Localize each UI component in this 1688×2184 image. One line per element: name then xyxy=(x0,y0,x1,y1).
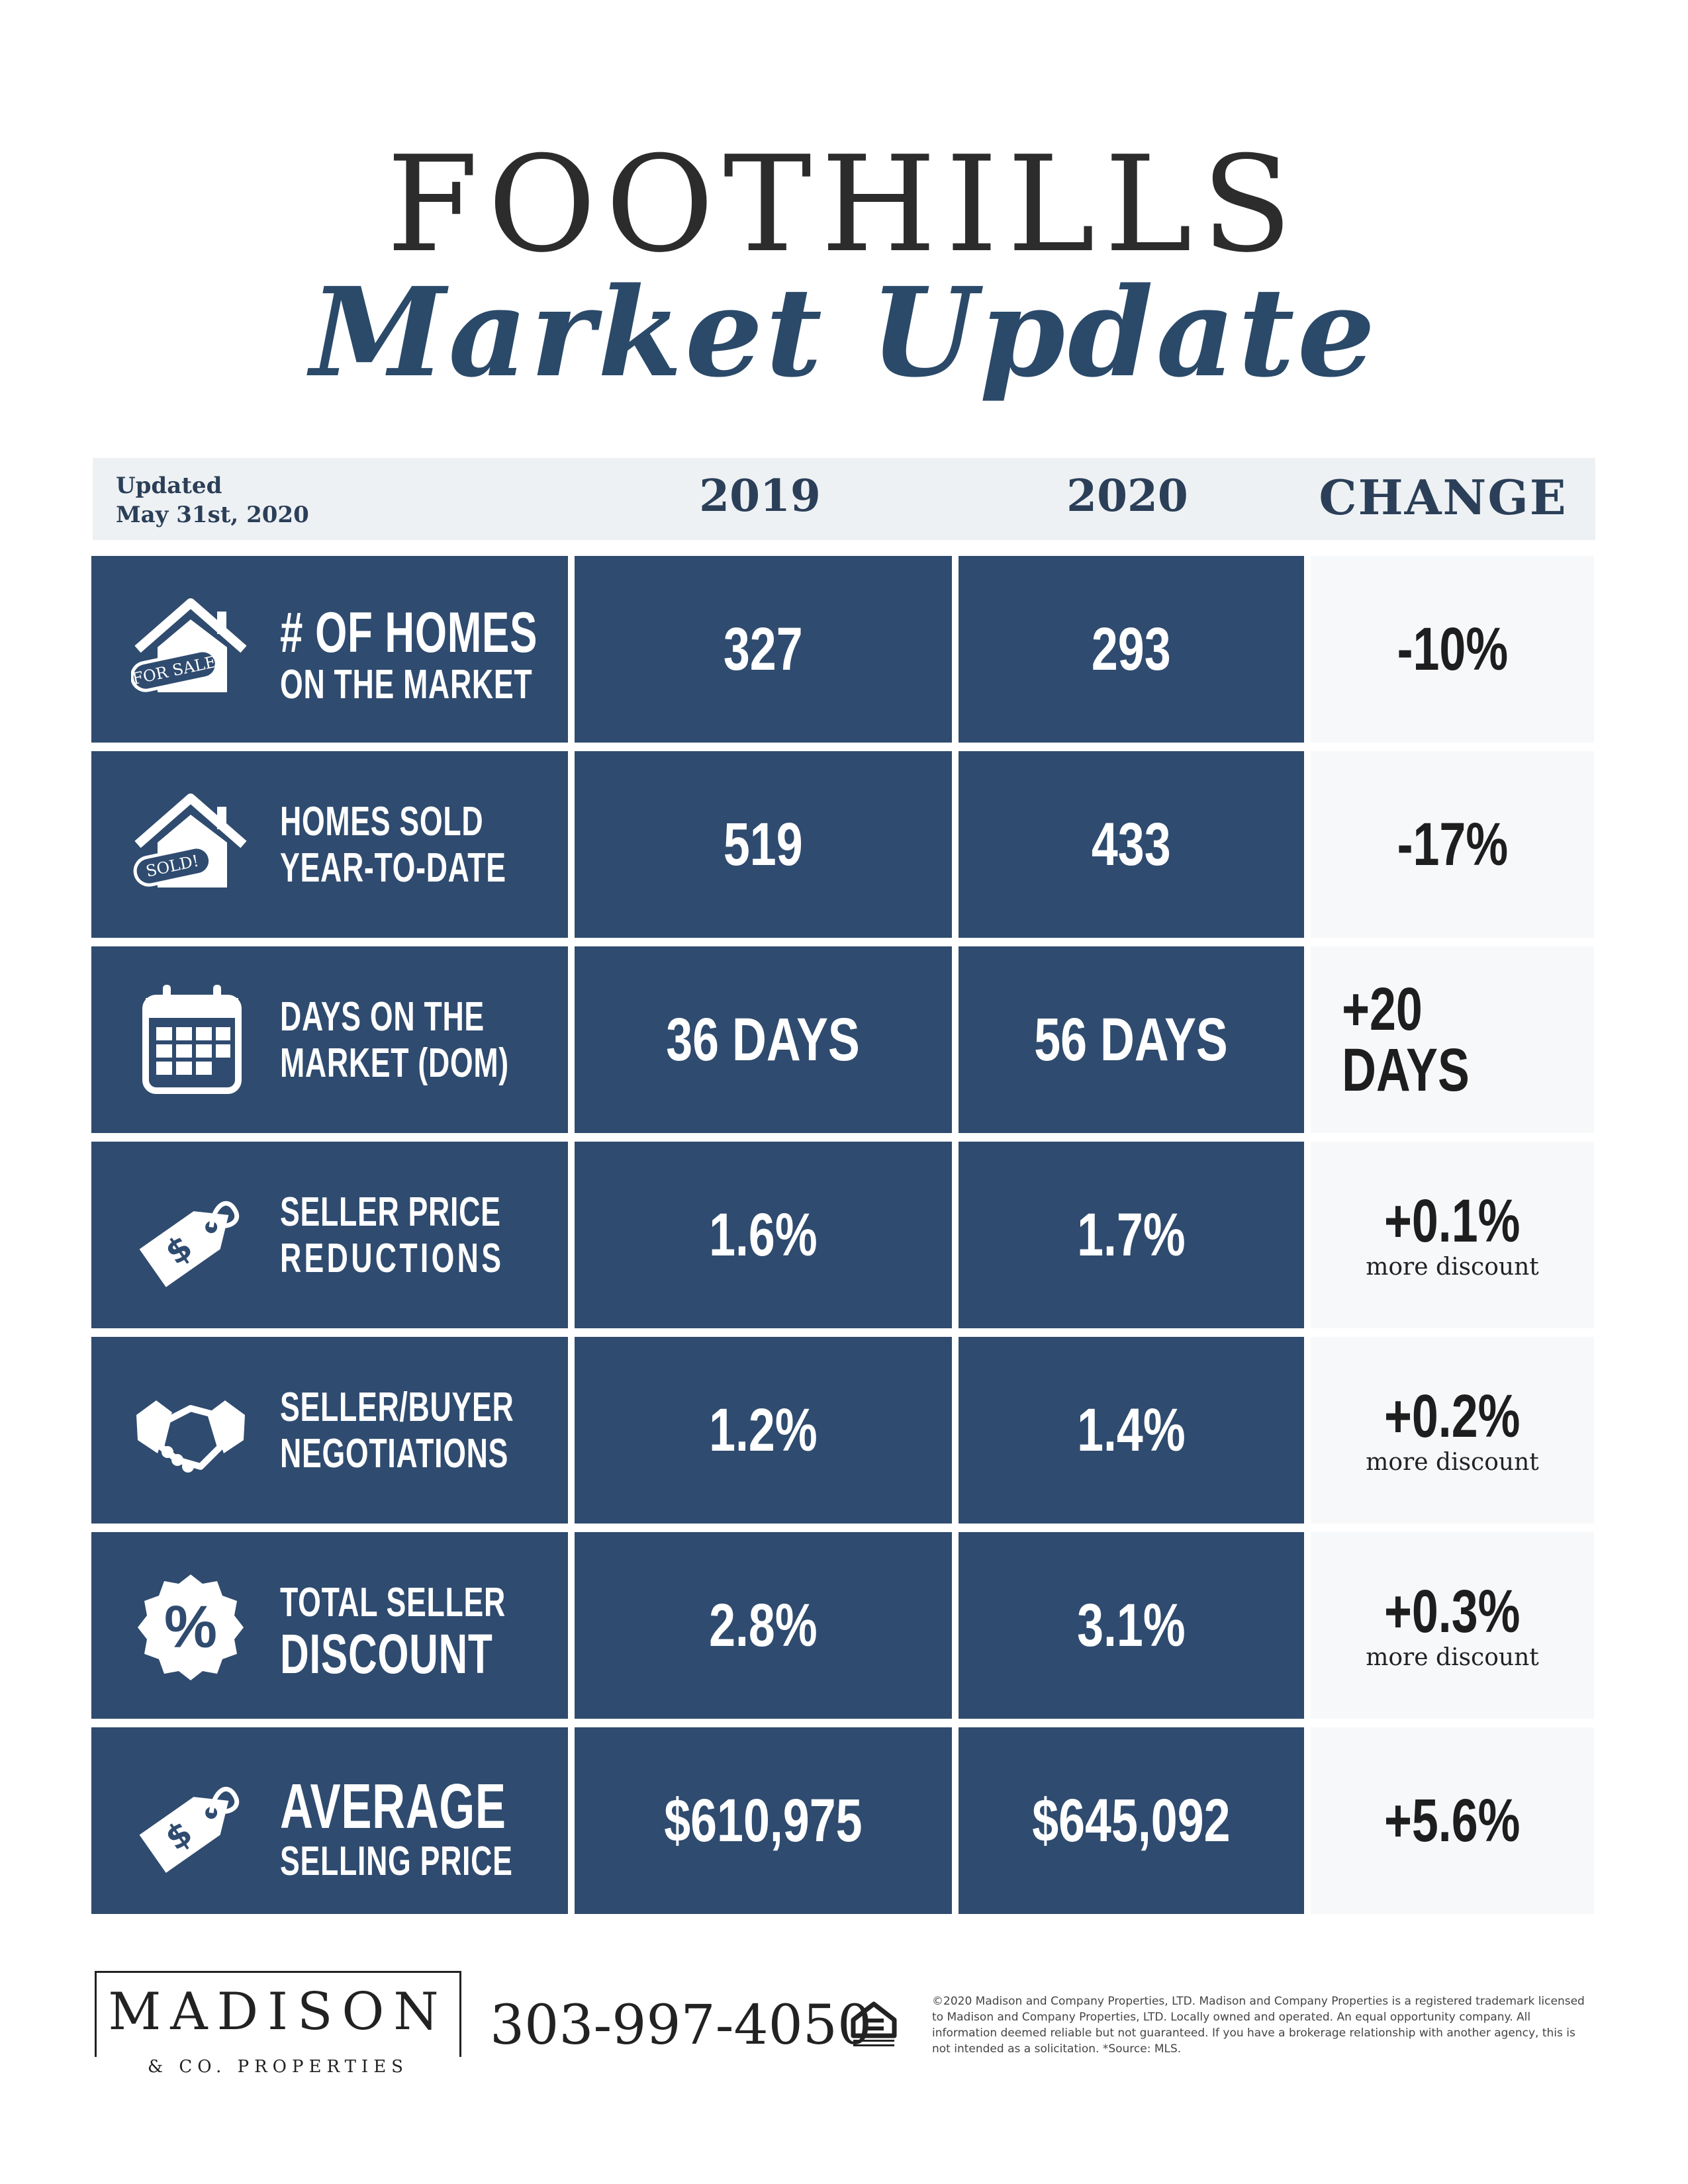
title-foothills: FOOTHILLS xyxy=(386,128,1302,282)
house-sold-icon: SOLD! xyxy=(133,794,247,887)
value-2020: $645,092 xyxy=(959,1727,1304,1914)
phone-number: 303-997-4050 xyxy=(490,1994,872,2057)
equal-housing-opportunity-icon xyxy=(851,2001,897,2046)
value-2019: 327 xyxy=(575,556,952,743)
row-label: DAYS ON THE MARKET (DOM) xyxy=(280,994,509,1086)
value-2019: 519 xyxy=(575,751,952,938)
title-market-update: Market Update xyxy=(310,260,1378,404)
disclaimer-text: ©2020 Madison and Company Properties, LT… xyxy=(932,1995,1585,2056)
table-header xyxy=(93,458,1595,540)
row-label-cell: SELLER/BUYER NEGOTIATIONS xyxy=(91,1337,568,1524)
value-change: +20 DAYS xyxy=(1311,946,1594,1133)
row-label-cell: % TOTAL SELLER DISCOUNT xyxy=(91,1532,568,1719)
handshake-icon xyxy=(136,1400,245,1473)
row-label-cell: DAYS ON THE MARKET (DOM) xyxy=(91,946,568,1133)
value-change: +5.6% xyxy=(1311,1727,1594,1914)
updated-date: Updated May 31st, 2020 xyxy=(116,471,309,529)
row-label: SELLER/BUYER NEGOTIATIONS xyxy=(280,1385,514,1477)
table-row: DAYS ON THE MARKET (DOM) 36 DAYS 56 DAYS… xyxy=(91,946,1594,1133)
value-2020: 293 xyxy=(959,556,1304,743)
table-row: $ SELLER PRICE REDUCTIONS 1.6% 1.7% +0.1… xyxy=(91,1142,1594,1328)
column-header-2019: 2019 xyxy=(699,470,821,522)
value-change: +0.1% more discount xyxy=(1311,1142,1594,1328)
change-note: more discount xyxy=(1366,1644,1539,1671)
value-2019: 1.6% xyxy=(575,1142,952,1328)
value-2020: 3.1% xyxy=(959,1532,1304,1719)
row-label-cell: $ AVERAGE SELLING PRICE xyxy=(91,1727,568,1914)
value-change: +0.2% more discount xyxy=(1311,1337,1594,1524)
calendar-icon xyxy=(142,985,242,1094)
value-change: -10% xyxy=(1311,556,1594,743)
value-change: +0.3% more discount xyxy=(1311,1532,1594,1719)
price-tag-icon: $ xyxy=(139,1201,239,1287)
value-2020: 433 xyxy=(959,751,1304,938)
madison-logo: MADISON xyxy=(95,1971,461,2064)
value-2019: 36 DAYS xyxy=(575,946,952,1133)
house-for-sale-icon: FOR SALE xyxy=(131,598,247,692)
change-note: more discount xyxy=(1366,1253,1539,1281)
value-2020: 56 DAYS xyxy=(959,946,1304,1133)
table-row: SELLER/BUYER NEGOTIATIONS 1.2% 1.4% +0.2… xyxy=(91,1337,1594,1524)
updated-value: May 31st, 2020 xyxy=(116,502,309,529)
logo-main-text: MADISON xyxy=(108,1982,448,2042)
column-header-2020: 2020 xyxy=(1066,470,1188,522)
row-label: AVERAGE SELLING PRICE xyxy=(280,1771,513,1885)
row-label: HOMES SOLD YEAR-TO-DATE xyxy=(280,799,506,891)
column-header-change: CHANGE xyxy=(1319,469,1568,525)
row-label: # OF HOMES ON THE MARKET xyxy=(280,601,538,707)
row-label-cell: SOLD! HOMES SOLD YEAR-TO-DATE xyxy=(91,751,568,938)
row-label: TOTAL SELLER DISCOUNT xyxy=(280,1580,506,1685)
value-change: -17% xyxy=(1311,751,1594,938)
row-label-cell: FOR SALE # OF HOMES ON THE MARKET xyxy=(91,556,568,743)
change-note: more discount xyxy=(1366,1449,1539,1476)
percent-badge-icon: % xyxy=(138,1574,244,1680)
logo-sub-text: & CO. PROPERTIES xyxy=(95,2057,461,2077)
row-label-cell: $ SELLER PRICE REDUCTIONS xyxy=(91,1142,568,1328)
table-row: % TOTAL SELLER DISCOUNT 2.8% 3.1% +0.3% m… xyxy=(91,1532,1594,1719)
svg-text:%: % xyxy=(164,1594,217,1661)
updated-label: Updated xyxy=(116,473,222,499)
table-row: $ AVERAGE SELLING PRICE $610,975 $645,09… xyxy=(91,1727,1594,1914)
value-2019: $610,975 xyxy=(575,1727,952,1914)
value-2020: 1.7% xyxy=(959,1142,1304,1328)
value-2020: 1.4% xyxy=(959,1337,1304,1524)
row-label: SELLER PRICE REDUCTIONS xyxy=(280,1189,504,1281)
table-row: SOLD! HOMES SOLD YEAR-TO-DATE 519 433 -1… xyxy=(91,751,1594,938)
price-tag-icon: $ xyxy=(139,1786,239,1873)
value-2019: 2.8% xyxy=(575,1532,952,1719)
table-row: FOR SALE # OF HOMES ON THE MARKET 327 29… xyxy=(91,556,1594,743)
value-2019: 1.2% xyxy=(575,1337,952,1524)
